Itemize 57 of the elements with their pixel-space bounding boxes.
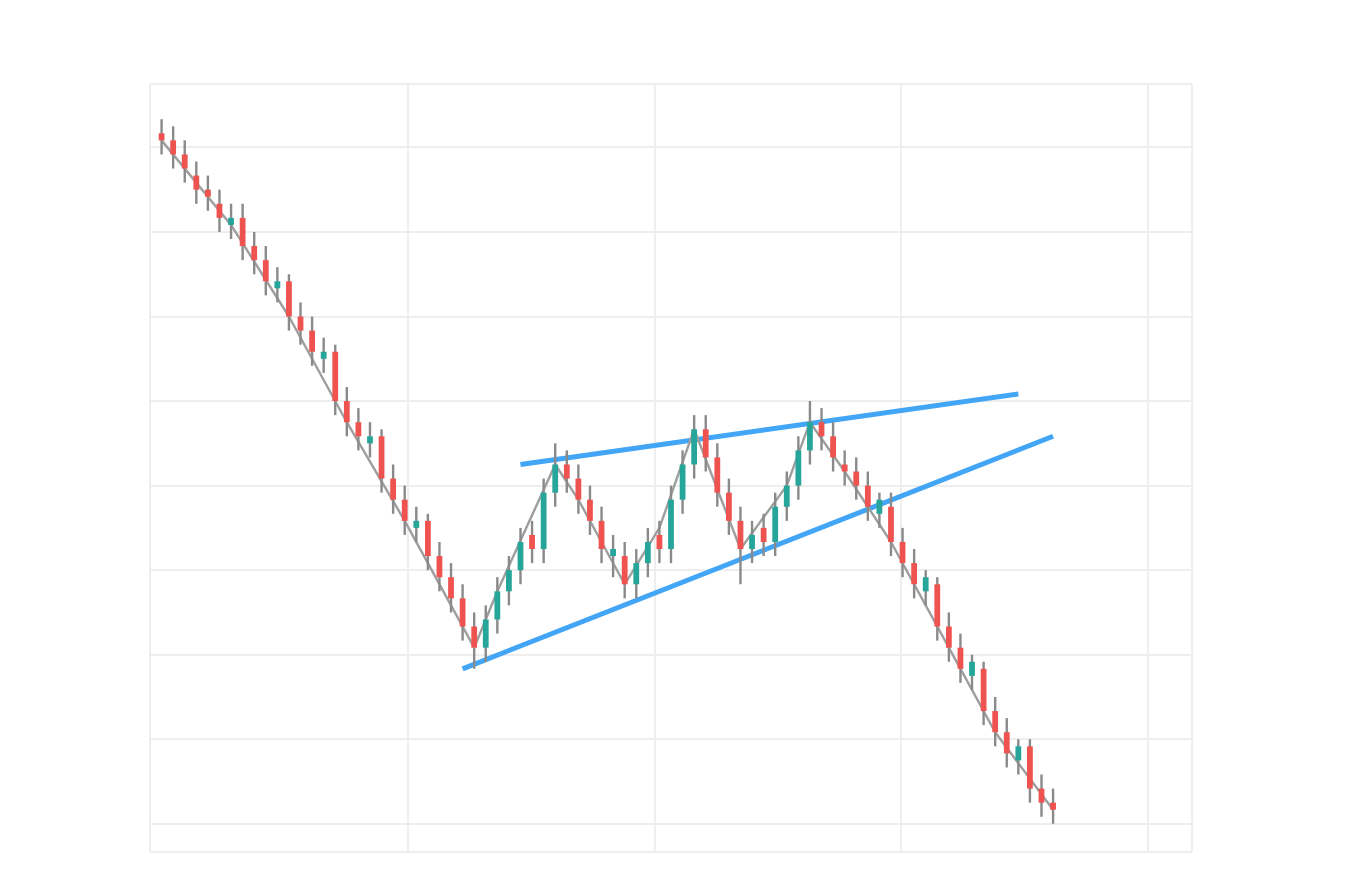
candlestick [251,230,258,276]
candlestick [992,695,999,748]
candlestick [633,547,640,600]
candlestick [262,244,269,297]
candlestick [1003,716,1010,769]
candlestick [644,526,651,579]
candlestick [563,449,570,494]
candlestick [448,561,454,614]
candlestick [529,519,535,565]
candlestick [830,421,836,473]
candlestick [922,568,929,607]
candlestick [575,463,582,515]
candlestick [343,385,350,438]
candlestick [1050,787,1056,826]
candlestick [286,273,292,332]
candlestick [482,604,489,663]
candlestick [853,456,860,501]
candlestick [621,540,628,600]
candlestick [772,491,779,558]
candlestick [795,435,802,501]
candlestick [1015,738,1022,776]
candlestick [1027,738,1033,804]
candlestick [424,512,431,572]
candlestick [204,174,211,213]
candlestick [807,399,813,466]
candlestick [691,413,698,480]
candlestick [841,449,848,487]
candlestick [888,491,894,558]
candlestick [749,519,755,565]
candlestick [714,442,721,508]
candlestick [552,442,559,508]
candlestick [587,484,593,537]
candlestick [274,265,281,304]
candlestick [320,336,327,375]
candlestick [413,505,420,544]
candlestick [494,576,501,635]
candlestick [934,576,941,642]
candlestick [610,533,617,579]
candlestick [506,554,512,607]
candlestick [760,512,767,558]
candlestick [911,547,918,600]
candlestick [367,421,373,459]
candlestick [702,413,709,473]
candlestick [181,139,188,184]
candlestick [228,202,234,241]
candlestick [390,463,397,515]
candlestick [945,611,952,663]
candlestick [401,484,408,537]
candlestick [471,611,478,671]
candlestick [783,470,790,523]
candlestick [239,202,246,262]
candlestick [170,125,177,170]
candlestick [193,160,200,205]
candlestick [725,477,732,537]
candlestick [309,315,315,368]
candlestick [969,653,975,692]
candlestick [864,470,871,523]
